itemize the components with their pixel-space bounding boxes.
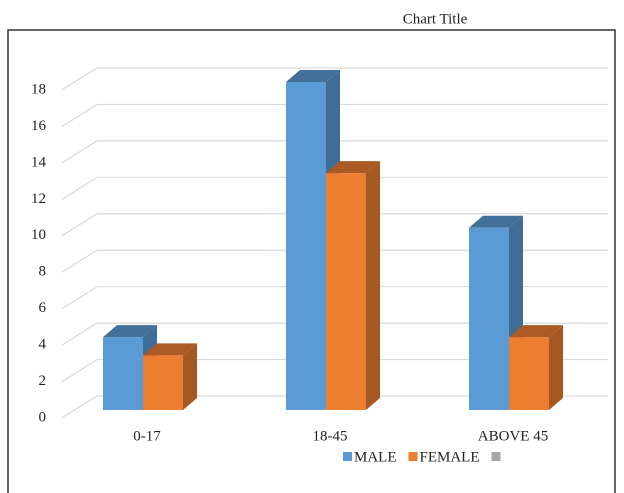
legend-label: MALE	[354, 449, 397, 465]
bar	[469, 227, 509, 410]
bar-side	[366, 161, 380, 410]
y-tick-label: 16	[31, 118, 47, 134]
bar-top	[469, 215, 523, 228]
bar-top	[143, 343, 197, 356]
grid-line	[61, 358, 608, 383]
y-tick-label: 8	[39, 264, 47, 280]
legend-swatch	[343, 452, 352, 461]
bar	[509, 337, 549, 410]
y-tick-label: 2	[39, 373, 47, 389]
grid-line	[61, 395, 608, 419]
legend-swatch	[408, 452, 418, 461]
bar	[286, 82, 326, 410]
y-tick-label: 0	[39, 409, 47, 425]
bar-top	[509, 325, 563, 338]
bar	[143, 355, 183, 410]
legend-label: FEMALE	[420, 449, 480, 465]
x-tick-label: 0-17	[133, 428, 161, 444]
x-tick-label: 18-45	[313, 428, 348, 444]
bar	[103, 337, 143, 410]
grid-line	[61, 286, 608, 310]
y-tick-label: 4	[39, 337, 47, 353]
y-tick-label: 6	[39, 300, 47, 316]
grid-line	[61, 140, 608, 164]
bar-top	[326, 161, 380, 174]
bar-top	[103, 325, 157, 338]
grid-line	[61, 67, 608, 91]
grid-line	[61, 322, 608, 346]
legend-swatch	[491, 452, 501, 461]
y-tick-label: 14	[31, 154, 47, 170]
bar-top	[286, 70, 340, 82]
grid-line	[61, 249, 608, 273]
y-tick-label: 18	[31, 81, 46, 97]
y-tick-label: 10	[31, 227, 46, 243]
bar	[326, 173, 366, 410]
grid-line	[61, 213, 608, 237]
chart-frame	[7, 29, 616, 493]
chart-title: Chart Title	[403, 11, 468, 27]
bar-side	[549, 325, 563, 410]
x-tick-label: ABOVE 45	[478, 428, 548, 444]
y-tick-label: 12	[31, 191, 46, 207]
grid-line	[61, 103, 608, 127]
grid-line	[61, 176, 608, 200]
bar-side	[183, 343, 197, 410]
